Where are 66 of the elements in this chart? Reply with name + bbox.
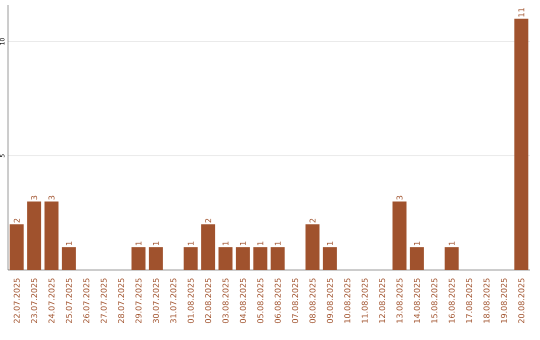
data-label: 2: [14, 218, 20, 223]
x-tick-label: 15.08.2025: [431, 278, 438, 323]
data-label: 1: [222, 242, 228, 246]
data-label: 2: [310, 218, 316, 223]
data-label: 1: [66, 242, 72, 246]
x-tick-label: 13.08.2025: [396, 278, 403, 323]
data-label: 1: [326, 242, 333, 246]
x-tick-label: 22.07.2025: [14, 278, 20, 324]
x-tick-label: 12.08.2025: [379, 278, 386, 323]
bar: [184, 247, 198, 270]
bar: [236, 247, 250, 270]
data-label: 2: [205, 218, 212, 223]
bar: [148, 247, 163, 270]
bar: [132, 247, 146, 270]
bar: [444, 247, 459, 270]
bar: [27, 201, 42, 270]
x-tick-label: 10.08.2025: [344, 278, 350, 323]
data-label: 1: [274, 242, 281, 246]
x-tick-label: 24.07.2025: [48, 278, 55, 324]
x-tick-label: 31.07.2025: [170, 278, 176, 323]
x-tick-label: 07.08.2025: [292, 278, 298, 324]
data-label: 1: [188, 242, 194, 246]
x-tick-label: 19.08.2025: [500, 278, 507, 323]
bar: [410, 247, 424, 270]
x-tick-label: 28.07.2025: [118, 278, 124, 324]
data-label: 1: [240, 242, 246, 246]
x-tick-label: 16.08.2025: [448, 278, 455, 323]
x-tick-label: 09.08.2025: [326, 278, 333, 324]
bar: [201, 224, 216, 270]
x-tick-label: 17.08.2025: [466, 278, 472, 323]
x-tick-label: 20.08.2025: [518, 278, 524, 324]
x-tick-label: 23.07.2025: [31, 278, 38, 324]
x-tick-label: 25.07.2025: [66, 278, 72, 324]
x-tick-label: 29.07.2025: [135, 278, 142, 324]
data-label: 1: [152, 242, 159, 246]
x-tick-label: 27.07.2025: [100, 278, 107, 324]
x-tick-label: 06.08.2025: [274, 278, 281, 324]
x-tick-label: 08.08.2025: [309, 278, 316, 324]
data-label: 3: [31, 196, 38, 200]
data-label: 1: [414, 242, 420, 246]
x-tick-label: 02.08.2025: [205, 278, 212, 324]
bar: [306, 224, 320, 270]
bar: [10, 224, 24, 270]
x-tick-label: 11.08.2025: [362, 278, 368, 323]
bar: [322, 247, 337, 270]
data-label: 3: [48, 196, 55, 200]
data-label: 1: [448, 242, 455, 246]
x-tick-label: 18.08.2025: [483, 278, 490, 323]
x-tick-label: 04.08.2025: [240, 278, 246, 324]
x-tick-label: 30.07.2025: [152, 278, 159, 323]
data-label: 3: [396, 196, 403, 200]
bar: [218, 247, 233, 270]
x-tick-label: 05.08.2025: [257, 278, 264, 324]
bar: [44, 201, 58, 270]
bar: [392, 201, 407, 270]
x-tick-label: 01.08.2025: [188, 278, 194, 324]
x-tick-label: 26.07.2025: [83, 278, 90, 324]
bar: [514, 18, 528, 270]
x-tick-label: 14.08.2025: [414, 278, 420, 323]
data-label: 1: [136, 242, 142, 246]
bar: [62, 247, 76, 270]
bar: [270, 247, 285, 270]
data-label: 1: [257, 242, 264, 246]
x-tick-label: 03.08.2025: [222, 278, 229, 324]
bar: [253, 247, 268, 270]
data-label: 11: [518, 8, 524, 17]
